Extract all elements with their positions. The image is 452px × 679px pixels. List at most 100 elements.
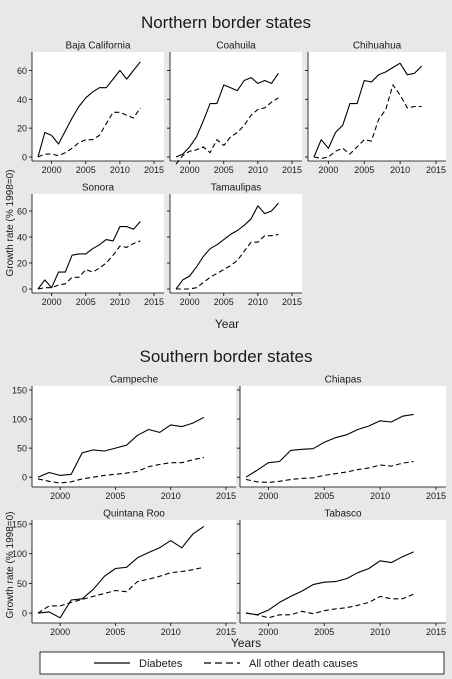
plot-area-campeche [32, 386, 236, 487]
x-tick-label: 2000 [258, 491, 278, 501]
y-tick-label: 100 [12, 415, 27, 425]
x-tick-label: 2000 [42, 165, 62, 175]
plot-area-coahuila [170, 52, 302, 161]
panel-header [32, 38, 164, 52]
plot-area-quintana-roo [32, 520, 236, 623]
y-tick-label: 150 [12, 520, 27, 530]
panel-title-chiapas: Chiapas [325, 375, 362, 386]
x-tick-label: 2005 [105, 627, 125, 637]
diabetes-line-quintana-roo [37, 525, 205, 619]
x-tick-label: 2005 [214, 297, 234, 307]
diabetes-line-sonora [37, 221, 141, 290]
y-tick-label: 60 [17, 207, 27, 217]
y-tick-label: 50 [17, 444, 27, 454]
x-tick-label: 2005 [314, 491, 334, 501]
x-tick-label: 2010 [370, 627, 390, 637]
x-tick-label: 2015 [426, 627, 446, 637]
x-tick-label: 2000 [50, 627, 70, 637]
diabetes-line-chiapas [245, 413, 414, 478]
panel-chihuahua: Chihuahua 2000 2005 2010 2015 [305, 38, 446, 175]
panel-title-coahuila: Coahuila [216, 41, 256, 52]
x-tick-label: 2015 [144, 297, 164, 307]
x-tick-label: 2010 [161, 627, 181, 637]
y-tick-label: 0 [22, 285, 27, 295]
north-section-title: Northern border states [141, 13, 311, 32]
diabetes-line-coahuila [175, 72, 279, 158]
panel-title-quintana-roo: Quintana Roo [103, 509, 165, 520]
south-section-title: Southern border states [140, 347, 313, 366]
x-tick-label: 2015 [426, 491, 446, 501]
x-tick-label: 2000 [42, 297, 62, 307]
other-causes-line-sonora [37, 240, 141, 290]
y-tick-label: 0 [22, 153, 27, 163]
panel-tamaulipas: Tamaulipas 2000 2005 2010 2015 [167, 180, 302, 307]
panel-quintana-roo: Quintana Roo 0 50 100 150 2000 2005 2010 2015 [12, 506, 236, 637]
x-tick-label: 2000 [180, 297, 200, 307]
other-causes-line-chiapas [245, 460, 414, 483]
diabetes-line-campeche [37, 416, 205, 478]
y-tick-label: 40 [17, 233, 27, 243]
x-tick-label: 2015 [282, 297, 302, 307]
panel-header [240, 506, 446, 520]
x-tick-label: 2000 [258, 627, 278, 637]
diabetes-line-tabasco [245, 551, 414, 616]
x-tick-label: 2000 [318, 165, 338, 175]
x-tick-label: 2000 [180, 165, 200, 175]
panel-chiapas: Chiapas 2000 2005 2010 2015 [237, 372, 446, 501]
legend-box [39, 651, 445, 675]
x-tick-label: 2010 [110, 297, 130, 307]
y-tick-label: 0 [22, 609, 27, 619]
plot-area-chihuahua [308, 52, 446, 161]
diabetes-line-chihuahua [313, 62, 422, 158]
panel-header [170, 180, 302, 194]
x-tick-label: 2010 [370, 491, 390, 501]
y-tick-label: 50 [17, 579, 27, 589]
panel-baja-california: Baja California 0 20 40 60 2000 2005 2010 2015 [17, 38, 164, 175]
x-tick-label: 2010 [161, 491, 181, 501]
legend-other-causes-label: All other death causes [249, 658, 358, 670]
other-causes-line-baja-california [37, 107, 141, 158]
y-tick-label: 20 [17, 124, 27, 134]
panel-header [32, 180, 164, 194]
x-tick-label: 2005 [76, 297, 96, 307]
x-tick-label: 2015 [426, 165, 446, 175]
x-tick-label: 2015 [216, 627, 236, 637]
x-tick-label: 2005 [76, 165, 96, 175]
south-x-axis-label: Years [231, 636, 261, 650]
panel-header [32, 372, 236, 386]
x-tick-label: 2015 [282, 165, 302, 175]
y-tick-label: 40 [17, 95, 27, 105]
north-x-axis-label: Year [215, 317, 239, 331]
legend: Diabetes All other death causes [39, 651, 445, 675]
panel-title-tamaulipas: Tamaulipas [211, 183, 262, 194]
south-y-axis-label: Growth rate (% 1998=0) [5, 512, 16, 619]
other-causes-line-campeche [37, 456, 205, 484]
plot-area-tamaulipas [170, 194, 302, 293]
other-causes-line-tabasco [245, 593, 414, 619]
legend-diabetes-label: Diabetes [139, 658, 183, 670]
x-tick-label: 2015 [144, 165, 164, 175]
north-y-axis-label: Growth rate (% 1998=0) [5, 170, 16, 277]
y-tick-label: 100 [12, 549, 27, 559]
x-tick-label: 2010 [390, 165, 410, 175]
panel-coahuila: Coahuila 2000 2005 2010 2015 [167, 38, 302, 175]
panel-title-sonora: Sonora [82, 183, 115, 194]
x-tick-label: 2010 [248, 297, 268, 307]
other-causes-line-tamaulipas [176, 233, 279, 290]
panel-header [308, 38, 446, 52]
x-tick-label: 2010 [110, 165, 130, 175]
y-tick-label: 20 [17, 259, 27, 269]
panel-header [240, 372, 446, 386]
y-tick-label: 150 [12, 386, 27, 396]
y-tick-label: 60 [17, 66, 27, 76]
panel-header [170, 38, 302, 52]
panel-title-campeche: Campeche [110, 375, 159, 386]
x-tick-label: 2015 [216, 491, 236, 501]
panel-title-baja-california: Baja California [65, 41, 130, 52]
x-tick-label: 2005 [214, 165, 234, 175]
other-causes-line-quintana-roo [37, 566, 205, 614]
x-tick-label: 2005 [105, 491, 125, 501]
panel-title-tabasco: Tabasco [324, 509, 362, 520]
